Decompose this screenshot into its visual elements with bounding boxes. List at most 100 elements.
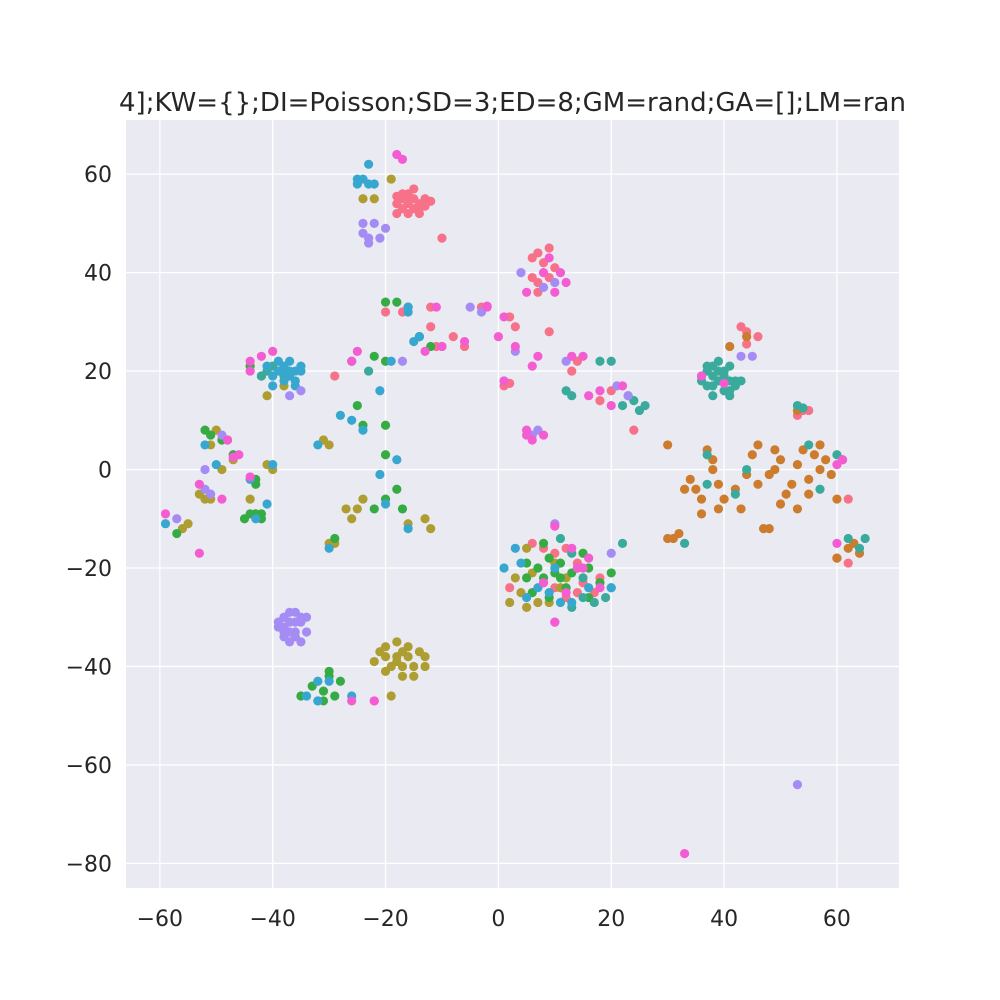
data-point <box>538 578 549 588</box>
data-point <box>352 400 362 411</box>
data-point <box>397 647 408 657</box>
data-point <box>369 218 379 228</box>
data-point <box>426 322 436 332</box>
data-point <box>409 661 419 672</box>
data-point <box>386 691 396 701</box>
data-point <box>279 366 289 376</box>
data-point <box>561 277 571 288</box>
data-point <box>584 553 594 563</box>
data-point <box>431 302 441 312</box>
data-point <box>555 533 566 544</box>
data-point <box>347 696 357 706</box>
data-point <box>764 469 774 480</box>
data-point <box>708 391 718 401</box>
x-tick-label: −20 <box>362 907 408 932</box>
data-point <box>318 686 329 696</box>
data-point <box>663 440 673 450</box>
data-point <box>826 469 836 480</box>
data-point <box>679 484 690 494</box>
data-point <box>555 268 566 278</box>
data-point <box>634 405 645 416</box>
data-point <box>629 425 639 435</box>
data-point <box>330 533 340 544</box>
data-point <box>397 356 408 366</box>
y-tick-label: −60 <box>66 754 112 779</box>
data-point <box>420 661 430 672</box>
data-point <box>843 558 853 568</box>
data-point <box>380 307 391 317</box>
data-point <box>595 396 605 406</box>
data-point <box>324 666 334 676</box>
data-point <box>533 563 543 573</box>
data-point <box>228 452 238 462</box>
data-point <box>854 543 865 553</box>
x-tick-label: 60 <box>823 907 851 932</box>
data-point <box>522 425 532 435</box>
data-point <box>527 253 537 263</box>
data-point <box>550 521 560 531</box>
data-point <box>832 538 842 548</box>
data-point <box>843 533 853 544</box>
data-point <box>375 647 385 657</box>
data-point <box>843 494 853 504</box>
data-point <box>522 287 532 297</box>
data-point <box>239 514 250 524</box>
data-point <box>369 656 379 667</box>
data-point <box>713 479 724 489</box>
x-tick-label: 20 <box>597 907 625 932</box>
data-point <box>538 538 549 548</box>
data-point <box>465 302 475 312</box>
data-point <box>544 327 554 337</box>
data-point <box>606 548 616 558</box>
data-point <box>386 174 396 184</box>
data-point <box>719 378 729 388</box>
data-point <box>663 533 673 544</box>
data-point <box>369 194 379 204</box>
data-point <box>268 460 278 470</box>
data-point <box>392 455 402 465</box>
data-point <box>617 538 628 548</box>
data-point <box>499 312 509 322</box>
data-point <box>245 366 255 376</box>
data-point <box>409 336 419 347</box>
data-point <box>273 356 283 366</box>
data-point <box>538 268 549 278</box>
data-point <box>330 371 340 381</box>
data-point <box>268 381 278 391</box>
data-point <box>595 356 605 366</box>
data-point <box>369 504 379 514</box>
data-point <box>527 361 537 371</box>
data-point <box>837 455 848 465</box>
data-point <box>194 548 204 558</box>
data-point <box>544 253 554 263</box>
data-point <box>217 494 227 504</box>
data-point <box>578 592 588 603</box>
data-point <box>403 307 413 317</box>
data-point <box>392 637 402 647</box>
data-point <box>742 339 752 349</box>
data-point <box>725 361 735 371</box>
data-point <box>296 386 306 396</box>
data-point <box>358 494 368 504</box>
data-point <box>809 450 819 460</box>
data-point <box>459 336 470 347</box>
data-point <box>409 184 419 194</box>
x-tick-label: 40 <box>710 907 738 932</box>
data-point <box>725 386 735 396</box>
data-point <box>792 780 803 790</box>
data-point <box>736 504 746 514</box>
data-point <box>420 201 430 211</box>
data-point <box>804 440 814 450</box>
data-point <box>313 696 323 706</box>
data-point <box>313 676 323 686</box>
chart-title: 4];KW={};DI=Poisson;SD=3;ED=8;GM=rand;GA… <box>119 88 906 118</box>
data-point <box>516 558 526 568</box>
data-point <box>369 351 379 361</box>
data-point <box>702 450 712 460</box>
data-point <box>764 524 774 534</box>
data-point <box>606 400 616 411</box>
y-tick-label: −40 <box>66 655 112 680</box>
data-point <box>262 361 272 371</box>
data-point <box>775 499 786 509</box>
